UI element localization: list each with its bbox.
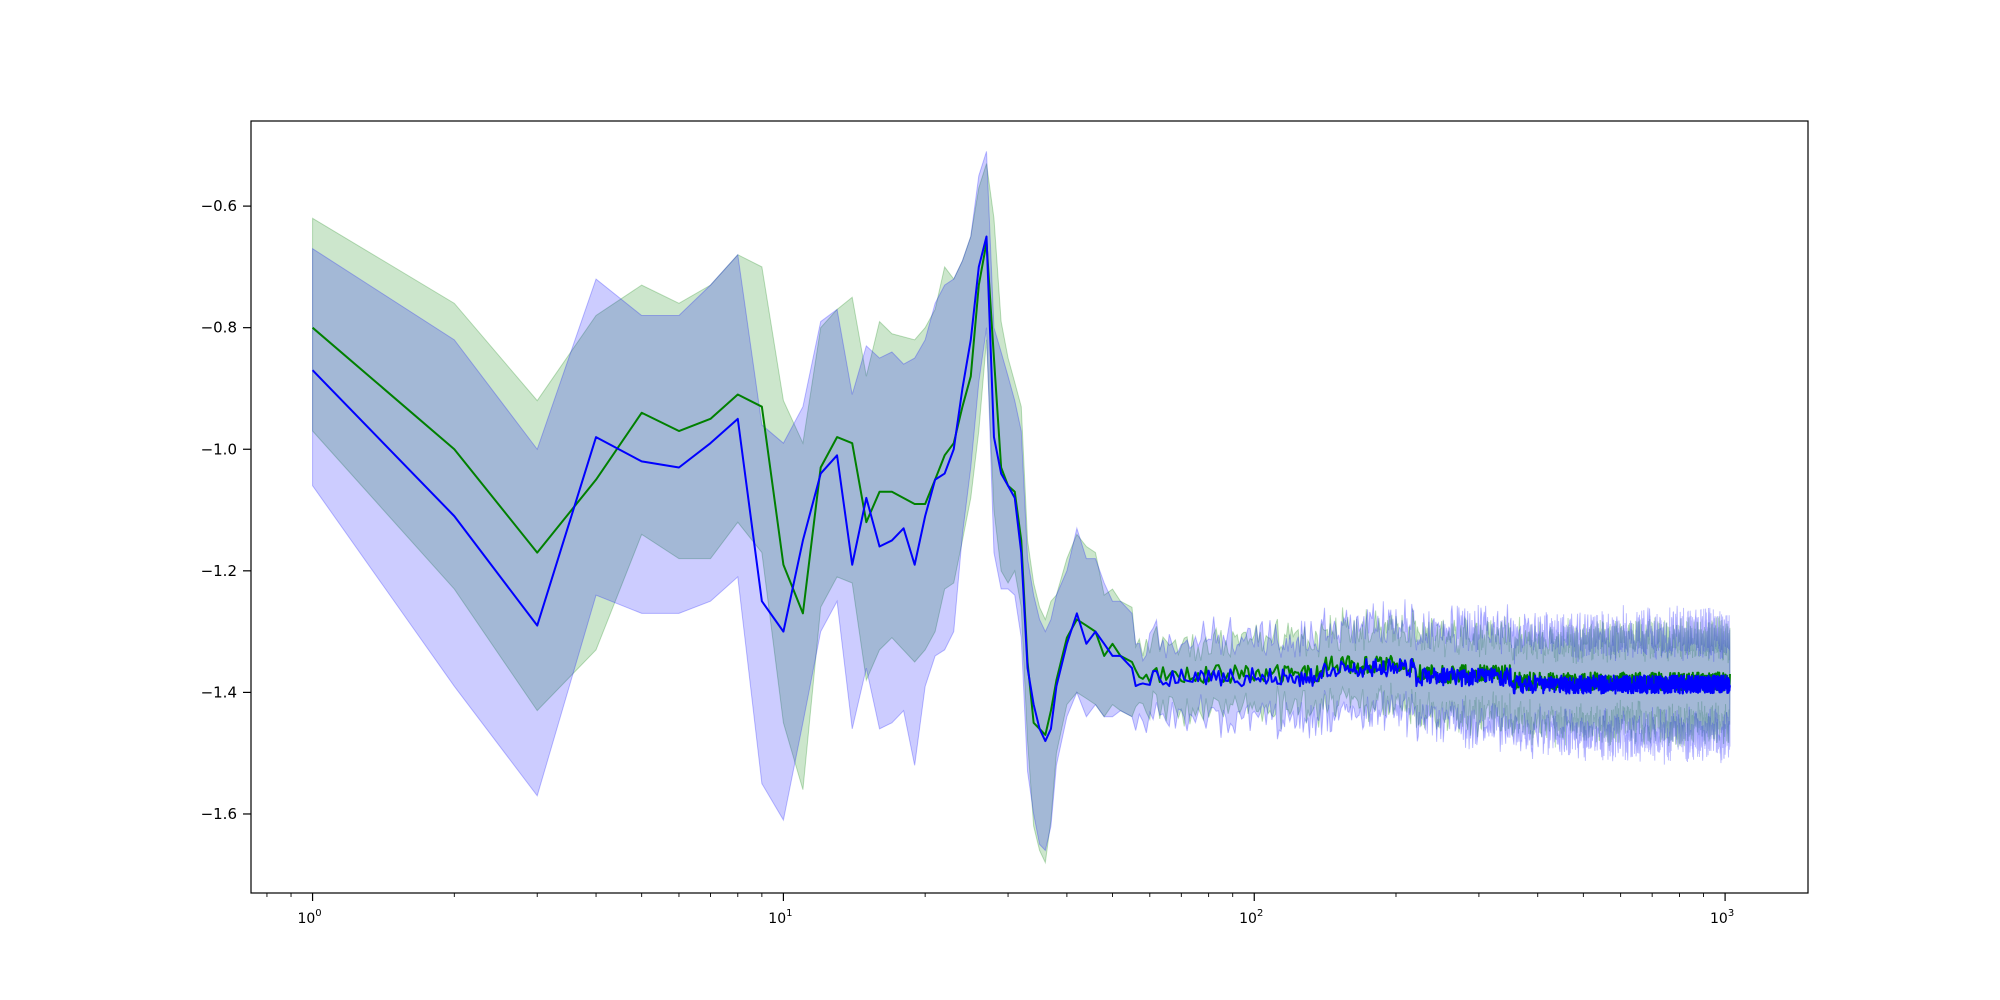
series-2-band bbox=[312, 151, 1731, 852]
y-tick-label-1: −0.8 bbox=[201, 319, 237, 337]
series-2-line bbox=[311, 235, 1731, 743]
x-tick-label-3: 103 bbox=[1710, 908, 1734, 927]
y-tick-label-4: −1.4 bbox=[201, 683, 237, 701]
x-tick-label-2: 102 bbox=[1239, 908, 1263, 927]
axes: 100 101 102 103 −0.6 −0.8 −1.0 −1.2 −1.4 −1.6 bbox=[201, 120, 1809, 927]
series-1-band bbox=[312, 163, 1731, 865]
x-tick-label-0: 100 bbox=[297, 908, 321, 927]
x-tick-label-1: 101 bbox=[768, 908, 792, 927]
y-tick-label-0: −0.6 bbox=[201, 197, 237, 215]
axes-frame bbox=[250, 120, 1809, 894]
plot-area bbox=[311, 151, 1731, 865]
plot-series-group bbox=[311, 151, 1731, 865]
y-tick-label-5: −1.6 bbox=[201, 805, 237, 823]
y-tick-label-2: −1.0 bbox=[201, 440, 237, 458]
y-tick-label-3: −1.2 bbox=[201, 562, 237, 580]
